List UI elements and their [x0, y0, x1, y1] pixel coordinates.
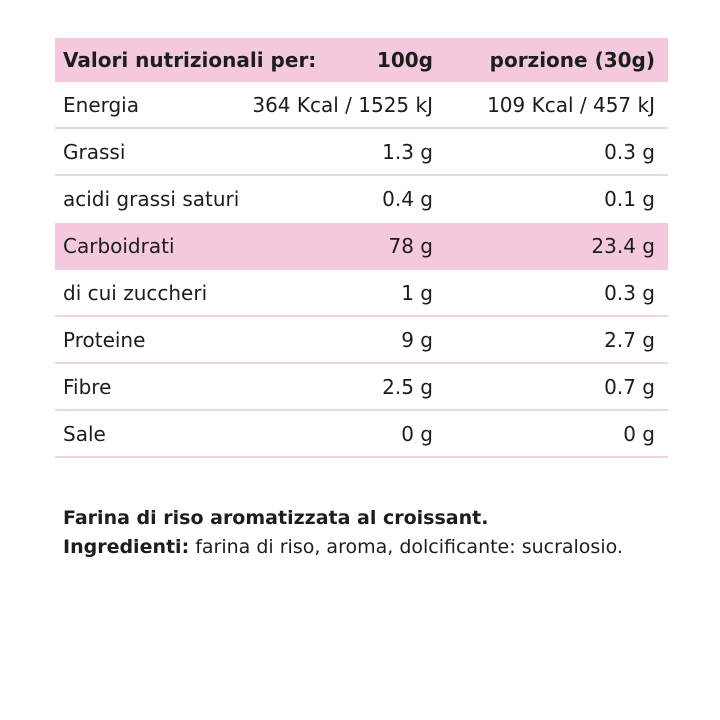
row-label: acidi grassi saturi	[63, 187, 240, 211]
row-label: Sale	[63, 422, 106, 446]
header-col-title: Valori nutrizionali per:	[63, 48, 317, 72]
row-value-portion: 0.3 g	[604, 140, 655, 164]
ingredients-label: Ingredienti:	[63, 536, 190, 558]
row-value-100g: 9 g	[401, 328, 433, 352]
ingredients-line: Ingredienti: farina di riso, aroma, dolc…	[63, 533, 703, 562]
row-value-portion: 109 Kcal / 457 kJ	[487, 93, 655, 117]
flavor-description: Farina di riso aromatizzata al croissant…	[63, 507, 489, 529]
table-row-sale: Sale 0 g 0 g	[55, 411, 668, 458]
row-value-portion: 23.4 g	[591, 234, 655, 258]
row-value-100g: 78 g	[388, 234, 433, 258]
row-label: Carboidrati	[63, 234, 175, 258]
row-value-100g: 1.3 g	[382, 140, 433, 164]
row-value-100g: 0.4 g	[382, 187, 433, 211]
table-row-carboidrati: Carboidrati 78 g 23.4 g	[55, 223, 668, 270]
header-col-100g: 100g	[376, 48, 433, 72]
ingredients-text: farina di riso, aroma, dolcificante: suc…	[189, 536, 623, 558]
row-value-100g: 2.5 g	[382, 375, 433, 399]
table-row-grassi: Grassi 1.3 g 0.3 g	[55, 129, 668, 176]
row-label: Fibre	[63, 375, 112, 399]
row-value-100g: 364 Kcal / 1525 kJ	[252, 93, 433, 117]
row-value-portion: 0.3 g	[604, 281, 655, 305]
table-row-proteine: Proteine 9 g 2.7 g	[55, 317, 668, 364]
table-header-row: Valori nutrizionali per: 100g porzione (…	[55, 38, 668, 82]
row-label: Energia	[63, 93, 139, 117]
row-value-portion: 0.1 g	[604, 187, 655, 211]
product-description: Farina di riso aromatizzata al croissant…	[63, 504, 703, 562]
row-value-100g: 1 g	[401, 281, 433, 305]
row-label: di cui zuccheri	[63, 281, 208, 305]
row-label: Proteine	[63, 328, 146, 352]
row-value-portion: 0 g	[623, 422, 655, 446]
header-col-portion: porzione (30g)	[489, 48, 655, 72]
table-row-acidi-grassi-saturi: acidi grassi saturi 0.4 g 0.1 g	[55, 176, 668, 223]
nutrition-table: Valori nutrizionali per: 100g porzione (…	[55, 38, 668, 458]
table-row-energia: Energia 364 Kcal / 1525 kJ 109 Kcal / 45…	[55, 82, 668, 129]
table-row-fibre: Fibre 2.5 g 0.7 g	[55, 364, 668, 411]
row-value-100g: 0 g	[401, 422, 433, 446]
row-label: Grassi	[63, 140, 126, 164]
row-value-portion: 0.7 g	[604, 375, 655, 399]
table-row-di-cui-zuccheri: di cui zuccheri 1 g 0.3 g	[55, 270, 668, 317]
row-value-portion: 2.7 g	[604, 328, 655, 352]
